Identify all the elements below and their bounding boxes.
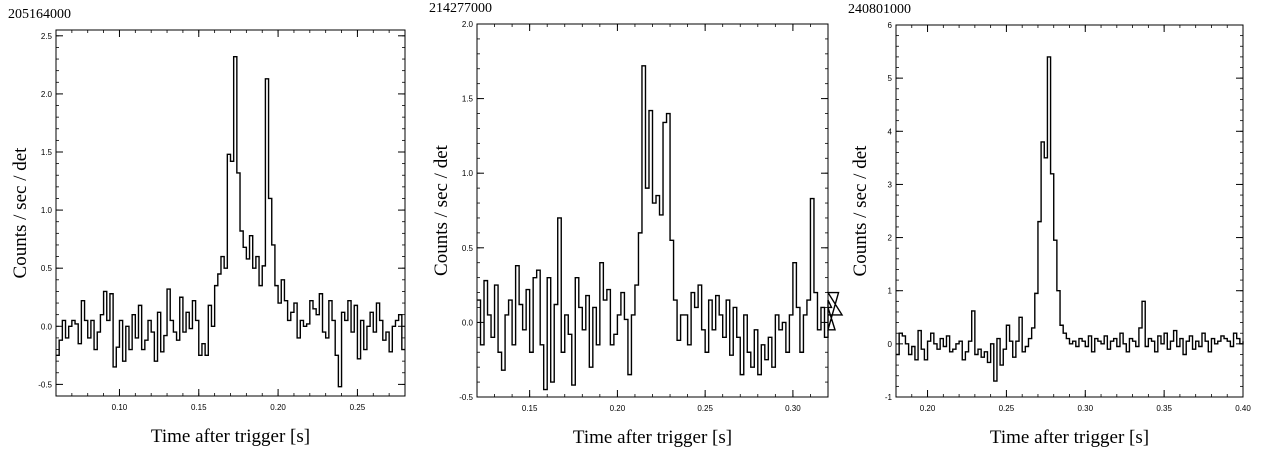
x-tick-label: 0.20 — [610, 404, 626, 413]
x-tick-label: 0.40 — [1235, 404, 1251, 413]
x-axis-title: Time after trigger [s] — [573, 427, 732, 448]
y-tick-label: -0.5 — [38, 380, 52, 389]
x-tick-label: 0.20 — [920, 404, 936, 413]
y-tick-label: -1 — [885, 393, 893, 402]
y-axis-title: Counts / sec / det — [10, 147, 31, 279]
y-axis-title: Counts / sec / det — [431, 144, 452, 276]
y-tick-label: 4 — [888, 127, 893, 136]
x-tick-label: 0.25 — [697, 404, 713, 413]
panel-title: 205164000 — [8, 7, 71, 22]
y-tick-label: 2 — [888, 234, 893, 243]
y-tick-label: 1 — [888, 287, 893, 296]
chart-panel-3: 0.20 0.25 0.30 0.35 0.40 -1 0 1 2 3 4 5 6 240801000 Ti… — [848, 2, 1251, 448]
series-line — [477, 65, 844, 391]
x-tick-label: 0.35 — [1156, 404, 1172, 413]
x-axis-title: Time after trigger [s] — [990, 427, 1149, 448]
y-tick-label: 2.0 — [462, 20, 474, 29]
y-tick-label: 0.0 — [462, 318, 474, 327]
plot-frame — [55, 29, 406, 397]
chart-panel-1: 0.10 0.15 0.20 0.25 -0.5 0.0 0.5 1.0 1.5 2.0 2.5 20… — [8, 7, 406, 447]
x-tick-label: 0.30 — [1077, 404, 1093, 413]
series-line — [896, 56, 1244, 382]
y-tick-label: 1.0 — [462, 169, 474, 178]
chart-panel-2: 0.15 0.20 0.25 0.30 -0.5 0.0 0.5 1.0 1.5 2.0 21427… — [429, 1, 844, 448]
y-tick-label: 2.5 — [41, 32, 53, 41]
y-tick-label: -0.5 — [459, 393, 473, 402]
panel-title: 214277000 — [429, 1, 492, 16]
y-axis-title: Counts / sec / det — [850, 145, 871, 277]
y-tick-label: 3 — [888, 180, 893, 189]
y-tick-label: 0.0 — [41, 322, 53, 331]
y-tick-label: 1.5 — [462, 95, 474, 104]
x-tick-label: 0.30 — [785, 404, 801, 413]
y-tick-label: 6 — [888, 21, 893, 30]
y-tick-label: 2.0 — [41, 90, 53, 99]
x-tick-label: 0.25 — [350, 403, 366, 412]
x-tick-label: 0.10 — [112, 403, 128, 412]
y-tick-label: 0 — [888, 340, 893, 349]
y-tick-label: 0.5 — [462, 244, 474, 253]
y-tick-label: 1.0 — [41, 206, 53, 215]
y-tick-label: 5 — [888, 74, 893, 83]
series-line — [56, 56, 405, 388]
x-tick-label: 0.15 — [522, 404, 538, 413]
x-tick-label: 0.15 — [191, 403, 207, 412]
x-axis-title: Time after trigger [s] — [151, 426, 310, 447]
y-tick-label: 0.5 — [41, 264, 53, 273]
x-tick-label: 0.25 — [999, 404, 1015, 413]
x-tick-label: 0.20 — [270, 403, 286, 412]
y-tick-label: 1.5 — [41, 148, 53, 157]
panel-title: 240801000 — [848, 2, 911, 17]
